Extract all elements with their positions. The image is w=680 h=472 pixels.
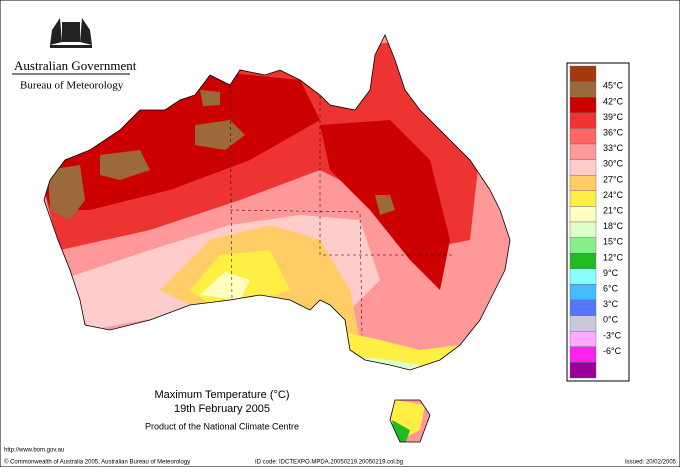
legend-label: 45°C xyxy=(603,81,624,91)
legend-label: 30°C xyxy=(603,159,624,169)
legend-label: 0°C xyxy=(603,315,619,325)
legend-label: 36°C xyxy=(603,127,624,137)
legend-swatch xyxy=(569,331,597,348)
legend-swatch xyxy=(569,268,597,285)
legend-label: -6°C xyxy=(603,346,622,356)
legend-swatch xyxy=(569,159,597,176)
legend-swatch xyxy=(569,252,597,269)
legend-label: 27°C xyxy=(603,174,624,184)
legend-label: 9°C xyxy=(603,268,619,278)
legend-swatch xyxy=(569,96,597,113)
legend-label: 42°C xyxy=(603,96,624,106)
header-title: Australian Government xyxy=(14,58,137,73)
caption-credit: Product of the National Climate Centre xyxy=(145,421,299,431)
legend-label: 12°C xyxy=(603,252,624,262)
legend-swatch xyxy=(569,174,597,191)
legend-swatch xyxy=(569,362,597,379)
legend-swatch xyxy=(569,143,597,160)
legend-swatch xyxy=(569,284,597,301)
header-subtitle: Bureau of Meteorology xyxy=(20,80,124,92)
legend-label: -3°C xyxy=(603,330,622,340)
legend-label: 6°C xyxy=(603,283,619,293)
legend-label: 21°C xyxy=(603,205,624,215)
legend-swatch xyxy=(569,128,597,145)
caption-title: Maximum Temperature (°C) xyxy=(154,389,289,401)
legend-swatch xyxy=(569,221,597,238)
legend-label: 18°C xyxy=(603,221,624,231)
legend-swatch xyxy=(569,190,597,207)
legend-swatch xyxy=(569,112,597,129)
legend-swatch xyxy=(569,237,597,254)
legend-label: 39°C xyxy=(603,112,624,122)
footer-copyright: © Commonwealth of Australia 2005, Austra… xyxy=(4,459,190,466)
footer-issued: Issued: 20/02/2005 xyxy=(625,460,677,466)
coastline xyxy=(43,34,511,443)
caption-date: 19th February 2005 xyxy=(174,403,270,415)
crest xyxy=(50,18,92,48)
legend-label: 3°C xyxy=(603,299,619,309)
legend-label: 33°C xyxy=(603,143,624,153)
legend-swatch xyxy=(569,315,597,332)
legend-swatch xyxy=(569,81,597,98)
legend-swatch xyxy=(569,346,597,363)
legend: 45°C 42°C 39°C 36°C 33°C 30°C 27°C 24°C 21°C 18°C… xyxy=(566,62,630,382)
legend-swatch xyxy=(569,299,597,316)
legend-label: 15°C xyxy=(603,237,624,247)
legend-swatch xyxy=(569,65,597,82)
footer-url: http://www.bom.gov.au xyxy=(4,448,64,454)
legend-label: 24°C xyxy=(603,190,624,200)
legend-swatch xyxy=(569,206,597,223)
footer-id: ID code: IDCTEXPO.MPDA.20050219.20050219… xyxy=(255,460,403,466)
